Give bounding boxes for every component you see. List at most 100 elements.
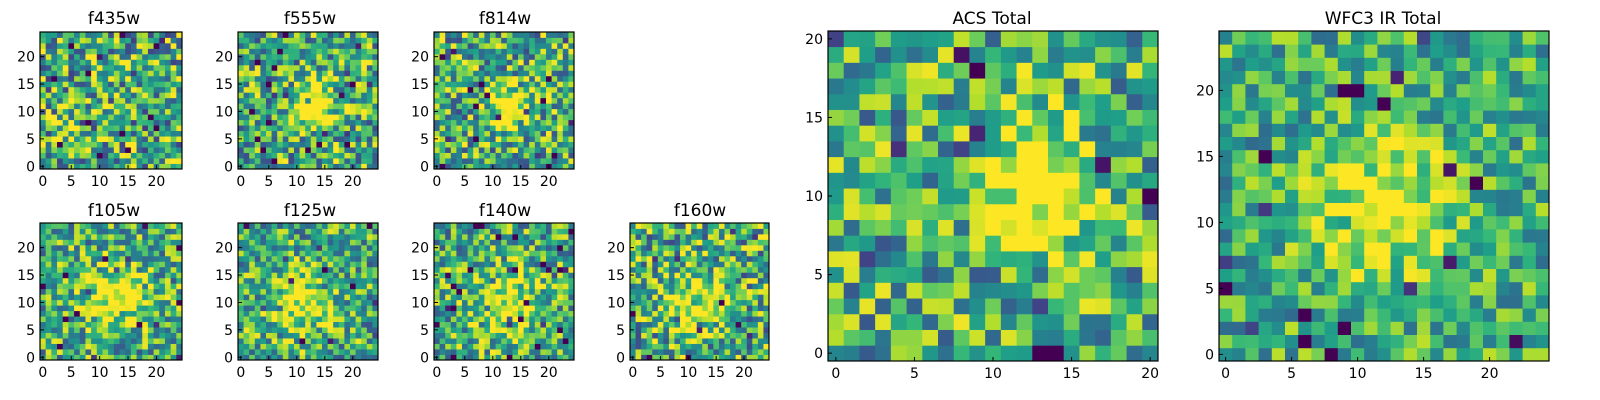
heatmap-cell	[512, 141, 519, 148]
heatmap-cell	[350, 114, 356, 121]
heatmap-cell	[462, 92, 468, 99]
heatmap-cell	[518, 305, 524, 312]
heatmap-cell	[456, 244, 463, 251]
heatmap-cell	[102, 152, 109, 159]
heatmap-cell	[434, 233, 440, 240]
heatmap-cell	[119, 141, 126, 148]
heatmap-cell	[691, 261, 698, 268]
heatmap-cell	[327, 261, 334, 268]
heatmap-cell	[333, 283, 340, 290]
heatmap-cell	[288, 108, 295, 115]
heatmap-cell	[243, 343, 250, 350]
heatmap-cell	[456, 119, 463, 126]
heatmap-cell	[1110, 282, 1127, 299]
heatmap-cell	[322, 288, 328, 295]
heatmap-cell	[1063, 156, 1080, 173]
heatmap-cell	[57, 70, 64, 77]
heatmap-cell	[450, 283, 457, 290]
heatmap-cell	[282, 130, 289, 137]
heatmap-cell	[68, 70, 75, 77]
heatmap-cell	[467, 283, 474, 290]
heatmap-cell	[51, 349, 58, 355]
heatmap-cell	[635, 266, 642, 273]
heatmap-cell	[344, 125, 351, 132]
heatmap-cell	[102, 42, 109, 49]
heatmap-cell	[164, 75, 172, 82]
heatmap-cell	[635, 299, 642, 306]
heatmap-cell	[953, 31, 970, 48]
heatmap-cell	[953, 345, 970, 362]
heatmap-cell	[57, 349, 64, 355]
heatmap-cell	[506, 136, 513, 142]
heatmap-cell	[260, 42, 267, 49]
heatmap-cell	[96, 283, 103, 290]
heatmap-cell	[495, 288, 502, 295]
heatmap-cell	[366, 125, 373, 132]
heatmap-cell	[735, 305, 742, 312]
heatmap-cell	[355, 97, 362, 104]
heatmap-cell	[630, 294, 636, 301]
heatmap-cell	[501, 228, 508, 235]
heatmap-cell	[1110, 235, 1127, 252]
heatmap-cell	[501, 59, 508, 66]
heatmap-cell	[305, 64, 312, 71]
heatmap-cell	[540, 163, 547, 170]
heatmap-cell	[439, 332, 446, 339]
heatmap-cell	[969, 235, 986, 252]
heatmap-cell	[113, 92, 120, 99]
heatmap-cell	[333, 327, 340, 333]
heatmap-cell	[277, 48, 284, 55]
heatmap-cell	[68, 81, 75, 88]
heatmap-cell	[142, 239, 149, 246]
heatmap-cell	[473, 59, 480, 66]
heatmap-cell	[136, 103, 143, 110]
heatmap-cell	[153, 316, 160, 323]
heatmap-cell	[243, 261, 250, 268]
heatmap-cell	[445, 86, 452, 93]
heatmap-cell	[641, 223, 648, 229]
heatmap-cell	[136, 37, 143, 44]
heatmap-cell	[557, 42, 564, 49]
heatmap-cell	[953, 46, 970, 63]
heatmap-cell	[299, 147, 306, 153]
heatmap-cell	[1126, 141, 1143, 158]
heatmap-cell	[685, 327, 692, 333]
heatmap-cell	[484, 266, 491, 273]
heatmap-cell	[299, 158, 306, 164]
heatmap-cell	[45, 119, 52, 126]
heatmap-cell	[327, 255, 334, 262]
heatmap-cell	[1110, 313, 1127, 330]
heatmap-cell	[277, 277, 284, 284]
heatmap-cell	[164, 343, 172, 350]
heatmap-cell	[299, 310, 306, 317]
heatmap-cell	[344, 152, 351, 159]
heatmap-cell	[635, 321, 642, 328]
heatmap-cell	[294, 48, 300, 55]
heatmap-cell	[91, 64, 98, 71]
heatmap-cell	[546, 321, 552, 328]
heatmap-cell	[249, 75, 256, 82]
heatmap-cell	[74, 250, 81, 257]
heatmap-cell	[338, 48, 345, 55]
heatmap-cell	[153, 343, 160, 350]
heatmap-cell	[467, 108, 474, 115]
heatmap-cell	[96, 343, 103, 350]
heatmap-cell	[445, 103, 452, 110]
heatmap-cell	[271, 332, 278, 339]
heatmap-cell	[1000, 235, 1017, 252]
heatmap-cell	[333, 223, 340, 229]
heatmap-cell	[249, 147, 256, 153]
heatmap-cell	[445, 283, 452, 290]
heatmap-cell	[102, 59, 109, 66]
heatmap-cell	[249, 316, 256, 323]
heatmap-cell	[646, 244, 653, 251]
heatmap-cell	[142, 261, 149, 268]
heatmap-cell	[445, 294, 452, 301]
heatmap-cell	[562, 349, 569, 355]
y-tick-label: 0	[26, 350, 35, 366]
heatmap-cell	[551, 294, 558, 301]
heatmap-cell	[310, 64, 317, 71]
heatmap-cell	[652, 338, 659, 344]
heatmap-cell	[260, 163, 267, 170]
heatmap-cell	[680, 343, 686, 350]
